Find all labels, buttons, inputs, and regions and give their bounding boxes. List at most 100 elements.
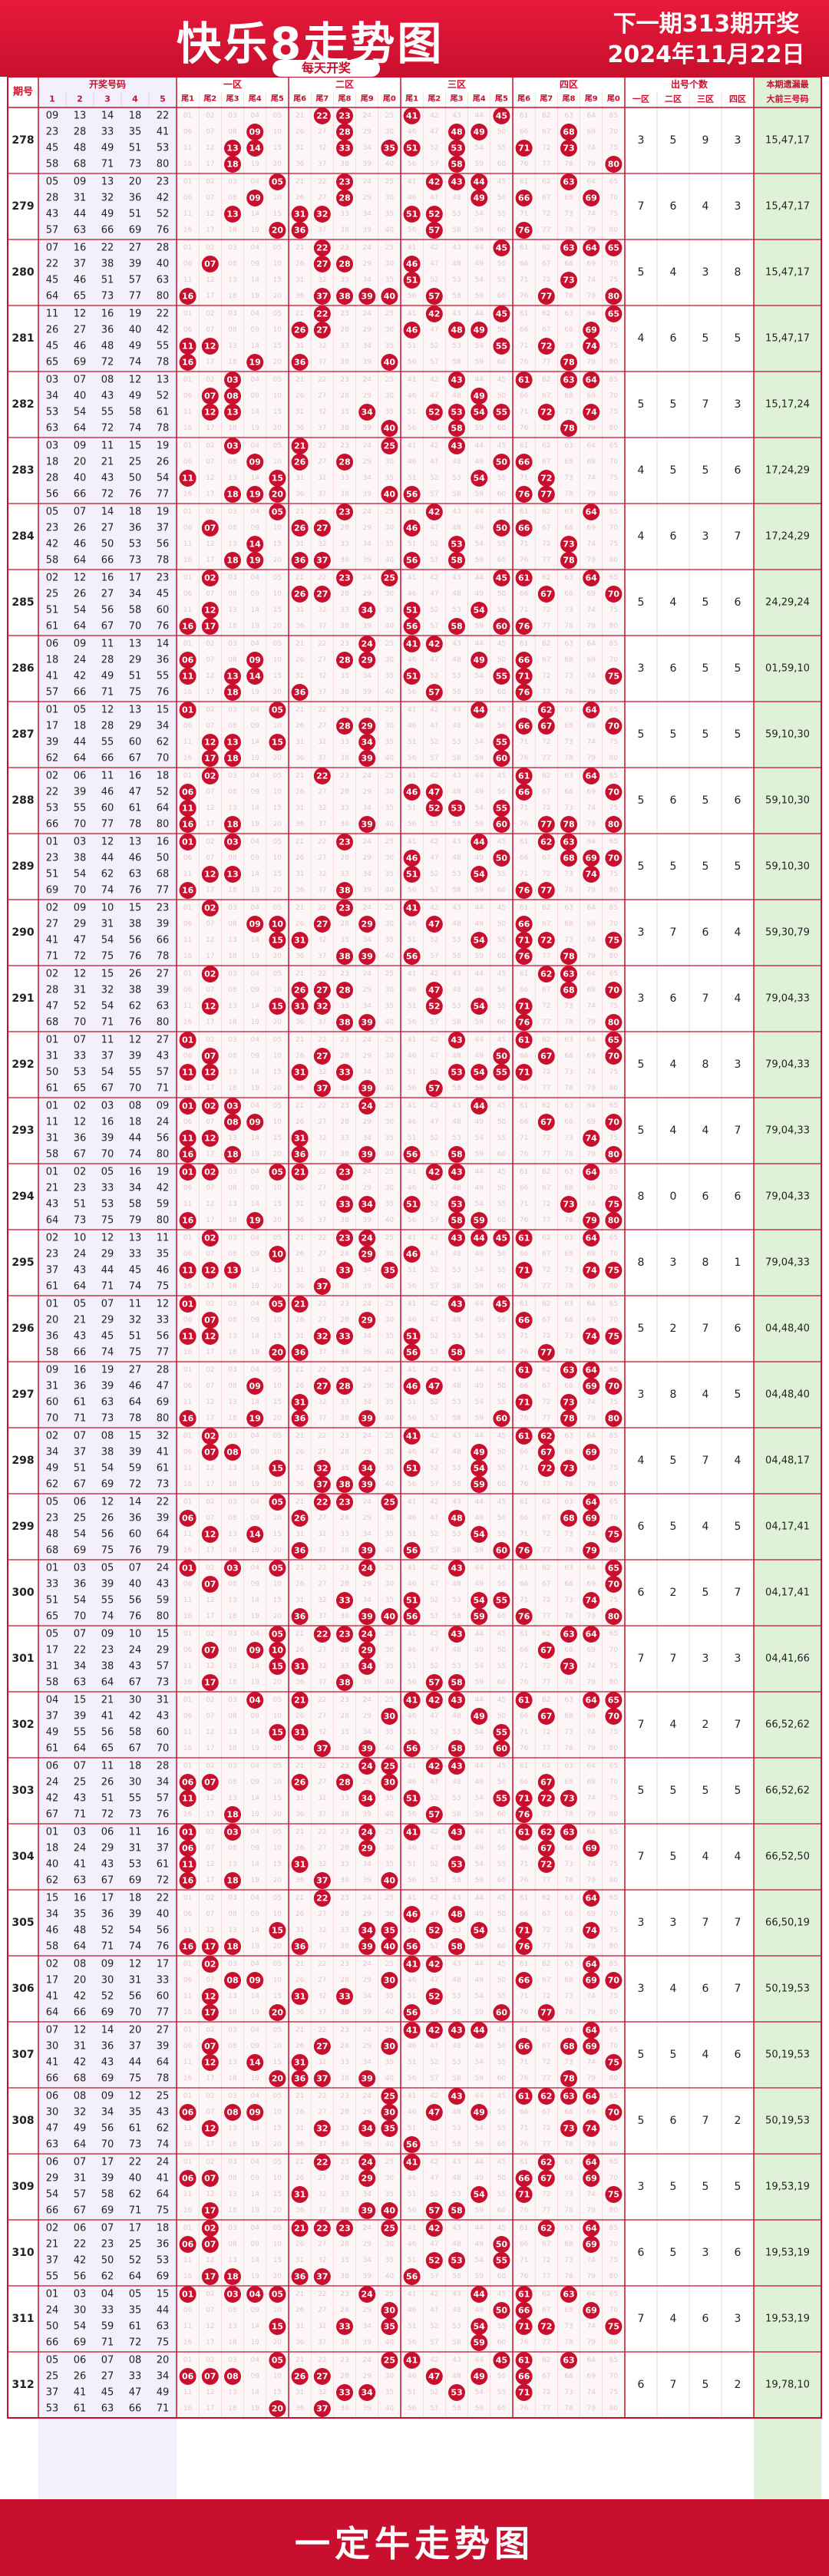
ghost-number: 55 (497, 144, 506, 152)
number-ball (224, 140, 241, 157)
zone-count: 4 (670, 1058, 677, 1071)
number-ball (471, 190, 488, 206)
draw-number: 80 (157, 291, 170, 302)
ghost-number: 50 (497, 2175, 507, 2182)
draw-number: 50 (46, 1067, 59, 1078)
zone-count: 5 (735, 860, 741, 873)
ghost-number: 22 (318, 1564, 326, 1572)
ghost-number: 80 (609, 1283, 619, 1290)
draw-number: 36 (101, 1909, 114, 1920)
ghost-number: 76 (520, 160, 529, 168)
ghost-number: 03 (228, 178, 236, 186)
number-ball-label: 45 (496, 1234, 507, 1243)
max-miss-numbers: 15,47,17 (765, 333, 810, 345)
ghost-number: 34 (362, 1134, 372, 1142)
ghost-number: 04 (250, 1366, 259, 1374)
number-ball-label: 28 (339, 127, 350, 137)
number-ball-label: 73 (563, 144, 574, 154)
ghost-number: 23 (340, 1828, 348, 1836)
number-ball (336, 882, 353, 899)
number-ball (403, 668, 421, 685)
draw-number: 46 (129, 853, 142, 864)
ghost-number: 16 (183, 1745, 193, 1752)
max-miss-numbers: 04,48,17 (765, 1455, 810, 1467)
number-ball-label: 34 (362, 2388, 374, 2398)
ghost-number: 55 (497, 1531, 506, 1538)
ghost-number: 25 (385, 1894, 394, 1902)
number-ball (448, 438, 465, 454)
ghost-number: 01 (183, 1960, 192, 1968)
ghost-number: 10 (273, 788, 282, 796)
number-ball-label: 23 (339, 2224, 350, 2234)
number-ball-label: 29 (362, 1844, 373, 1854)
ghost-number: 20 (273, 2141, 282, 2148)
draw-number: 18 (129, 1761, 142, 1772)
number-ball-label: 06 (182, 1778, 194, 1788)
number-ball-label: 28 (339, 1382, 350, 1392)
number-ball-label: 39 (362, 1414, 373, 1424)
ghost-number: 35 (385, 1663, 394, 1670)
ghost-number: 74 (586, 1068, 596, 1076)
number-ball-label: 54 (474, 474, 486, 484)
ghost-number: 05 (273, 1828, 282, 1836)
number-ball (336, 288, 353, 305)
number-ball-label: 22 (316, 1498, 328, 1508)
draw-number: 80 (157, 1017, 170, 1029)
ghost-number: 28 (340, 2307, 349, 2314)
ghost-number: 28 (340, 1316, 349, 1324)
ghost-number: 40 (385, 689, 395, 696)
ghost-number: 57 (430, 2141, 438, 2148)
ghost-number: 72 (542, 606, 550, 614)
draw-number: 39 (74, 787, 87, 798)
ghost-number: 73 (564, 1134, 573, 1142)
ghost-number: 36 (296, 1481, 305, 1488)
draw-number: 39 (46, 737, 59, 748)
draw-number: 69 (157, 2271, 170, 2283)
ghost-number: 08 (228, 2307, 237, 2314)
ghost-number: 30 (385, 920, 395, 928)
number-ball (515, 454, 533, 471)
ghost-number: 67 (542, 1184, 550, 1192)
draw-number: 17 (129, 2223, 142, 2234)
number-ball-label: 73 (563, 1662, 574, 1672)
number-ball-label: 34 (362, 408, 374, 418)
ghost-number: 60 (497, 556, 507, 564)
ghost-number: 04 (250, 1630, 259, 1638)
number-ball-label: 02 (204, 1432, 216, 1442)
ghost-number: 69 (586, 788, 596, 796)
ghost-number: 59 (474, 821, 484, 828)
ghost-number: 60 (497, 1481, 507, 1488)
ghost-number: 68 (564, 1580, 573, 1588)
zone-count: 4 (702, 1125, 709, 1137)
number-ball (448, 124, 465, 140)
number-ball-label: 38 (339, 1678, 350, 1688)
ghost-number: 38 (340, 2405, 349, 2413)
zone-count: 8 (638, 1257, 645, 1269)
ghost-number: 21 (296, 112, 304, 120)
ghost-number: 36 (296, 2141, 305, 2148)
ghost-number: 42 (430, 1234, 438, 1242)
number-ball-label: 64 (586, 1894, 598, 1904)
ghost-number: 43 (452, 2158, 461, 2166)
draw-number: 47 (46, 2123, 59, 2135)
ghost-number: 56 (408, 887, 417, 894)
ghost-number: 63 (564, 640, 573, 648)
draw-number: 34 (46, 1909, 59, 1920)
zone-count: 3 (735, 1058, 741, 1071)
ghost-number: 76 (520, 2405, 529, 2413)
ghost-number: 53 (452, 1134, 461, 1142)
number-ball-label: 44 (474, 1234, 486, 1243)
ghost-number: 74 (586, 540, 596, 548)
ghost-number: 21 (296, 376, 304, 384)
number-ball-label: 56 (406, 490, 418, 500)
number-ball-label: 64 (586, 1696, 598, 1706)
ghost-number: 29 (362, 1448, 372, 1456)
ghost-number: 19 (250, 1481, 259, 1488)
number-ball-label: 76 (518, 1546, 530, 1556)
zone-count: 6 (638, 1521, 645, 1533)
ghost-number: 73 (564, 2059, 573, 2066)
ghost-number: 75 (609, 2257, 618, 2264)
ghost-number: 48 (452, 656, 461, 664)
ghost-number: 11 (183, 1002, 192, 1010)
